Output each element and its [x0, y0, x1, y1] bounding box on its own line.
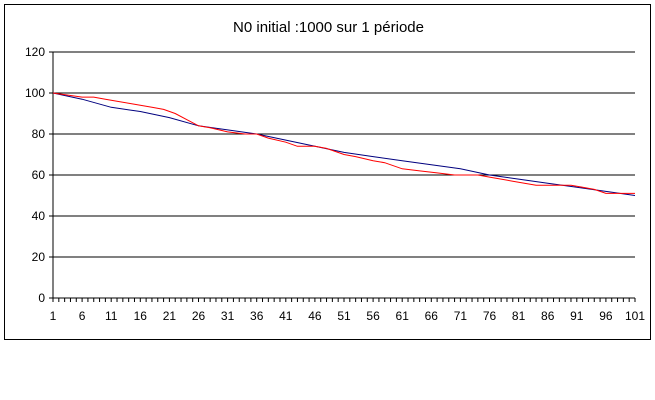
- chart-frame: N0 initial :1000 sur 1 période 0 20 40 60 80…: [4, 4, 651, 340]
- x-tick-label: 16: [134, 309, 148, 323]
- series-line-2: [52, 92, 635, 194]
- x-tick-label: 76: [483, 309, 497, 323]
- x-tick-label: 31: [221, 309, 235, 323]
- x-tick-label: 26: [192, 309, 206, 323]
- y-tick-label: 100: [25, 86, 45, 100]
- x-tick-label: 36: [250, 309, 264, 323]
- x-tick-label: 21: [163, 309, 177, 323]
- x-tick-label: 11: [105, 309, 118, 323]
- series-line-1: [52, 92, 636, 196]
- y-tick-label: 0: [38, 291, 45, 305]
- x-tick-label: 86: [541, 309, 555, 323]
- x-tick-label: 51: [337, 309, 351, 323]
- y-tick-label: 120: [25, 45, 45, 59]
- y-tick-label: 20: [32, 250, 46, 264]
- x-tick-label: 1: [50, 309, 57, 323]
- x-tick-label: 6: [79, 309, 86, 323]
- x-tick-label: 66: [425, 309, 439, 323]
- x-tick-label: 96: [599, 309, 613, 323]
- x-tick-label: 81: [512, 309, 526, 323]
- x-tick-label: 46: [308, 309, 322, 323]
- x-tick-label: 56: [366, 309, 380, 323]
- y-tick-label: 80: [32, 127, 46, 141]
- x-tick-label: 71: [454, 309, 468, 323]
- x-tick-label: 41: [279, 309, 293, 323]
- x-tick-label: 101: [625, 309, 645, 323]
- chart-title: N0 initial :1000 sur 1 période: [233, 19, 424, 36]
- x-tick-label: 61: [396, 309, 410, 323]
- y-tick-label: 40: [32, 209, 46, 223]
- y-tick-label: 60: [32, 168, 46, 182]
- x-tick-label: 91: [570, 309, 584, 323]
